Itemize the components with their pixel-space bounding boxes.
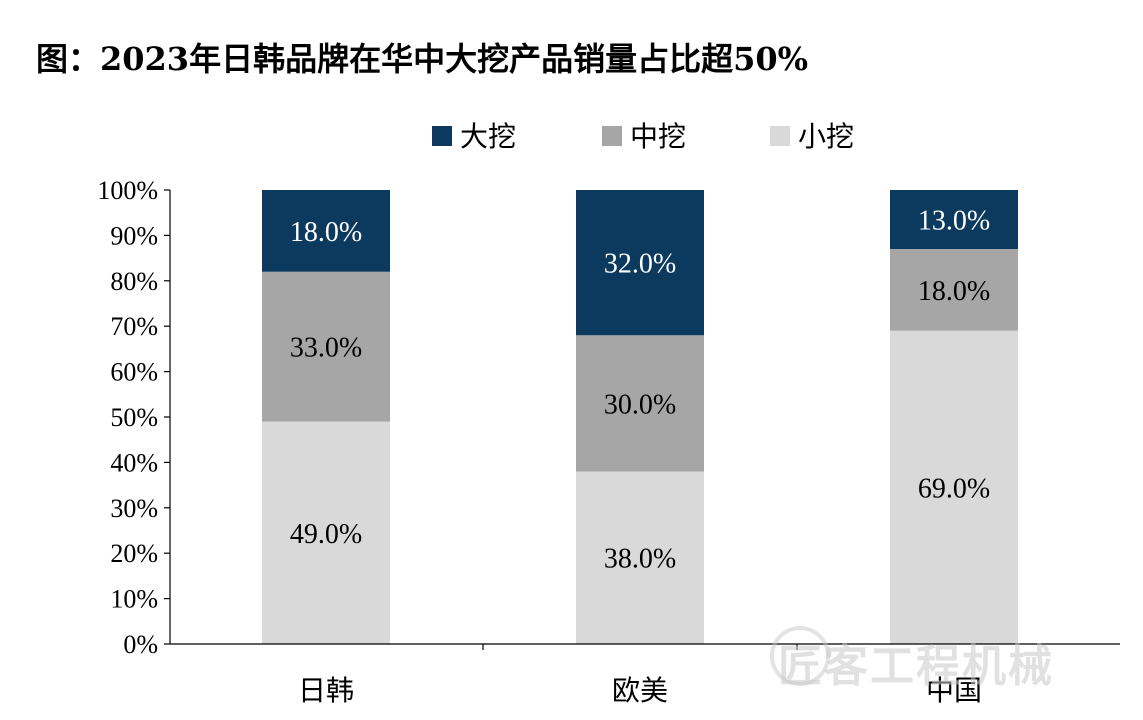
bar-segment (890, 330, 1018, 644)
legend-swatch (602, 126, 622, 146)
y-tick-label: 60% (110, 358, 158, 387)
y-axis: 0% 10% 20% 30% 40% 50% 60% 70% 80% 90% 100% (97, 176, 171, 659)
legend-label: 大挖 (460, 120, 516, 153)
bar-segment (262, 271, 390, 422)
x-category-label: 欧美 (612, 674, 668, 707)
chart-title: 图：2023年日韩品牌在华中大挖产品销量占比超50% (36, 40, 809, 78)
watermark: 匠客工程机械 (778, 641, 1054, 692)
data-label: 18.0% (290, 217, 362, 248)
y-tick-label: 70% (110, 312, 158, 341)
legend-swatch (432, 126, 452, 146)
data-label: 18.0% (918, 276, 990, 307)
bar-segment (576, 335, 704, 472)
gear-logo-icon (770, 626, 830, 686)
y-tick-label: 0% (123, 630, 158, 659)
bar-segment (890, 249, 1018, 331)
data-label: 49.0% (290, 519, 362, 550)
data-label: 13.0% (918, 206, 990, 237)
y-tick-label: 100% (97, 176, 158, 205)
bar-segment (576, 471, 704, 644)
y-tick-label: 30% (110, 494, 158, 523)
legend: 大挖 中挖 小挖 (432, 120, 854, 153)
bars: 49.0% 33.0% 18.0% 38.0% 30.0% 32.0% 69.0% 18.0%… (262, 190, 1018, 644)
data-label: 38.0% (604, 544, 676, 575)
bar-segment (890, 190, 1018, 250)
data-label: 33.0% (290, 333, 362, 364)
y-tick-label: 50% (110, 403, 158, 432)
y-tick-label: 40% (110, 448, 158, 477)
data-label: 30.0% (604, 389, 676, 420)
bar-segment (262, 190, 390, 272)
bar-segment (576, 190, 704, 336)
x-category-label: 日韩 (298, 674, 354, 707)
x-category-label: 中国 (926, 674, 982, 707)
bar-segment (262, 421, 390, 644)
legend-label: 小挖 (798, 120, 854, 153)
legend-swatch (770, 126, 790, 146)
y-tick-label: 80% (110, 267, 158, 296)
legend-label: 中挖 (630, 120, 686, 153)
data-label: 32.0% (604, 249, 676, 280)
y-tick-label: 20% (110, 539, 158, 568)
x-axis: 日韩 欧美 中国 (170, 643, 1120, 707)
data-label: 69.0% (918, 473, 990, 504)
y-tick-label: 10% (110, 585, 158, 614)
y-tick-label: 90% (110, 221, 158, 250)
